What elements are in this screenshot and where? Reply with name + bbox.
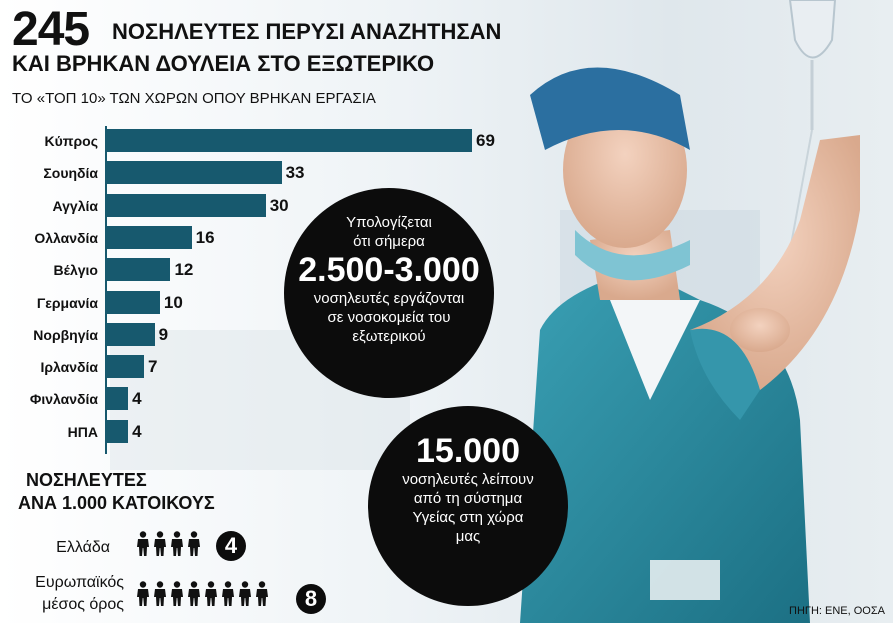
category-label: Αγγλία bbox=[52, 197, 98, 214]
callout-shortage-line4: μας bbox=[455, 528, 481, 545]
density-label-greece: Ελλάδα bbox=[56, 539, 110, 556]
bar-value-label: 9 bbox=[158, 324, 169, 344]
bar-value-label: 7 bbox=[148, 357, 158, 377]
category-label: Γερμανία bbox=[36, 294, 98, 311]
person-icon bbox=[188, 581, 200, 606]
person-icon bbox=[171, 531, 183, 556]
callout-abroad-line4: σε νοσοκομεία του bbox=[327, 309, 451, 326]
callout-shortage: 15.000 νοσηλευτές λείπουν από τη σύστημα… bbox=[368, 406, 568, 606]
callout-abroad: Υπολογίζεται ότι σήμερα 2.500-3.000 νοση… bbox=[284, 188, 494, 398]
person-icon bbox=[188, 531, 200, 556]
headline-line-2: ΚΑΙ ΒΡΗΚΑΝ ΔΟΥΛΕΙΑ ΣΤΟ ΕΞΩΤΕΡΙΚΟ bbox=[12, 51, 435, 76]
density-title-line1: ΝΟΣΗΛΕΥΤΕΣ bbox=[26, 470, 147, 490]
headline-line-1: ΝΟΣΗΛΕΥΤΕΣ ΠΕΡΥΣΙ ΑΝΑΖΗΤΗΣΑΝ bbox=[112, 19, 502, 44]
chart-subtitle: ΤΟ «ΤΟΠ 10» ΤΩΝ ΧΩΡΩΝ ΟΠΟΥ ΒΡΗΚΑΝ ΕΡΓΑΣΙ… bbox=[12, 90, 376, 107]
bar-value-label: 4 bbox=[132, 389, 142, 409]
density-label-eu-1: Ευρωπαϊκός bbox=[35, 574, 124, 591]
callout-shortage-line1: νοσηλευτές λείπουν bbox=[402, 471, 534, 488]
callout-abroad-number: 2.500-3.000 bbox=[298, 251, 480, 289]
bar bbox=[107, 322, 155, 346]
person-icon bbox=[154, 531, 166, 556]
bar-value-label: 4 bbox=[132, 421, 142, 441]
category-label: Νορβηγία bbox=[33, 326, 98, 343]
headline-number: 245 bbox=[12, 3, 90, 56]
bar-value-label: 16 bbox=[195, 227, 215, 247]
bar bbox=[107, 387, 129, 411]
bar bbox=[107, 355, 145, 379]
callout-abroad-line1: Υπολογίζεται bbox=[346, 214, 432, 231]
bar bbox=[107, 419, 129, 443]
person-icons-eu bbox=[136, 581, 269, 607]
bar-value-label: 69 bbox=[476, 131, 495, 150]
density-label-eu-2: μέσος όρος bbox=[42, 596, 124, 613]
density-value-eu: 8 bbox=[296, 584, 326, 614]
bar-value-label: 12 bbox=[174, 260, 194, 280]
density-value-greece: 4 bbox=[216, 531, 246, 561]
bar bbox=[107, 225, 192, 249]
person-icon bbox=[256, 581, 268, 606]
person-icons-greece bbox=[136, 531, 201, 557]
person-icon bbox=[137, 581, 149, 606]
bar-value-label: 33 bbox=[285, 163, 305, 183]
person-icon bbox=[137, 531, 149, 556]
bar bbox=[107, 161, 282, 185]
bar-axis-line bbox=[105, 126, 107, 454]
callout-abroad-line2: ότι σήμερα bbox=[353, 233, 425, 250]
density-title-line2: ΑΝΑ 1.000 ΚΑΤΟΙΚΟΥΣ bbox=[18, 493, 215, 513]
callout-shortage-line2: από τη σύστημα bbox=[413, 490, 523, 507]
bar bbox=[107, 193, 266, 217]
category-label: Σουηδία bbox=[43, 165, 98, 182]
category-label: Ιρλανδία bbox=[40, 359, 98, 376]
category-label: Ολλανδία bbox=[34, 229, 98, 246]
callout-abroad-line3: νοσηλευτές εργάζονται bbox=[313, 290, 465, 307]
callout-shortage-number: 15.000 bbox=[416, 432, 520, 470]
bar-value-label: 30 bbox=[269, 195, 289, 215]
category-label: Φινλανδία bbox=[29, 391, 98, 408]
person-icon bbox=[154, 581, 166, 606]
category-label: ΗΠΑ bbox=[67, 423, 98, 440]
person-icon bbox=[239, 581, 251, 606]
bar-value-label: 10 bbox=[163, 292, 183, 312]
category-label: Βέλγιο bbox=[53, 262, 98, 279]
person-icon bbox=[171, 581, 183, 606]
person-icon bbox=[205, 581, 217, 606]
callout-shortage-line3: Υγείας στη χώρα bbox=[412, 509, 524, 526]
bar bbox=[107, 290, 160, 314]
bar bbox=[107, 129, 472, 152]
person-icon bbox=[222, 581, 234, 606]
source-note: ΠΗΓΗ: ΕΝΕ, ΟΟΣΑ bbox=[789, 605, 885, 617]
bar bbox=[107, 258, 171, 282]
category-label: Κύπρος bbox=[44, 133, 98, 149]
callout-abroad-line5: εξωτερικού bbox=[352, 328, 426, 345]
